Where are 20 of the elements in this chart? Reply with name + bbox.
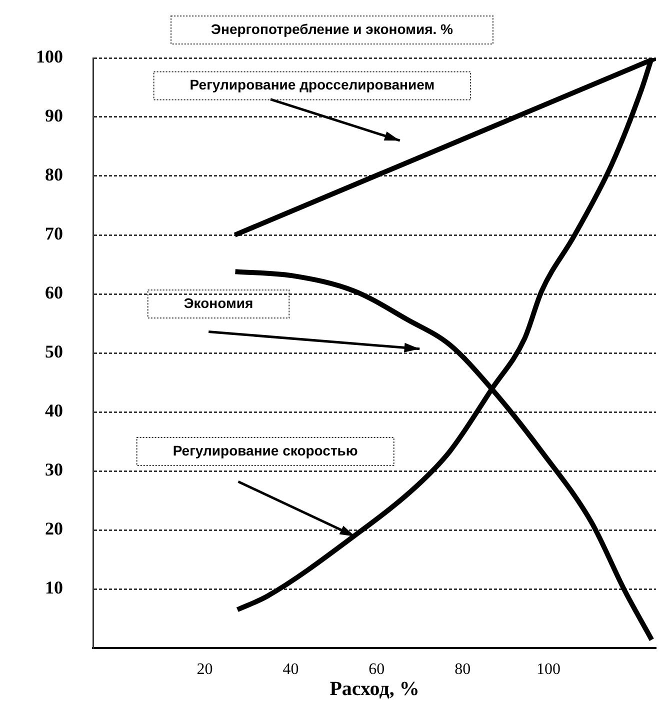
x-tick-label: 20: [196, 660, 213, 678]
chart-title: Энергопотребление и экономия. %: [211, 20, 454, 37]
y-tick-label: 30: [45, 460, 63, 480]
y-tick-label: 70: [45, 224, 63, 244]
y-tick-label: 50: [45, 342, 63, 362]
x-tick-label: 100: [536, 660, 561, 678]
annotation: Регулирование дросселированием: [190, 76, 435, 93]
x-tick-label: 60: [368, 660, 385, 678]
y-tick-label: 40: [45, 400, 63, 421]
y-tick-label: 10: [45, 578, 63, 598]
x-tick-label: 40: [282, 660, 299, 678]
annotation: Регулирование скоростью: [172, 442, 358, 458]
y-tick-label: 80: [45, 164, 63, 185]
y-tick-label: 20: [45, 518, 63, 539]
y-tick-label: 90: [45, 106, 63, 126]
x-axis-title: Расход, %: [330, 678, 420, 700]
annotation: Экономия: [184, 294, 254, 311]
x-tick-label: 80: [454, 660, 471, 678]
y-tick-label: 100: [36, 46, 63, 67]
y-tick-label: 60: [45, 282, 63, 303]
